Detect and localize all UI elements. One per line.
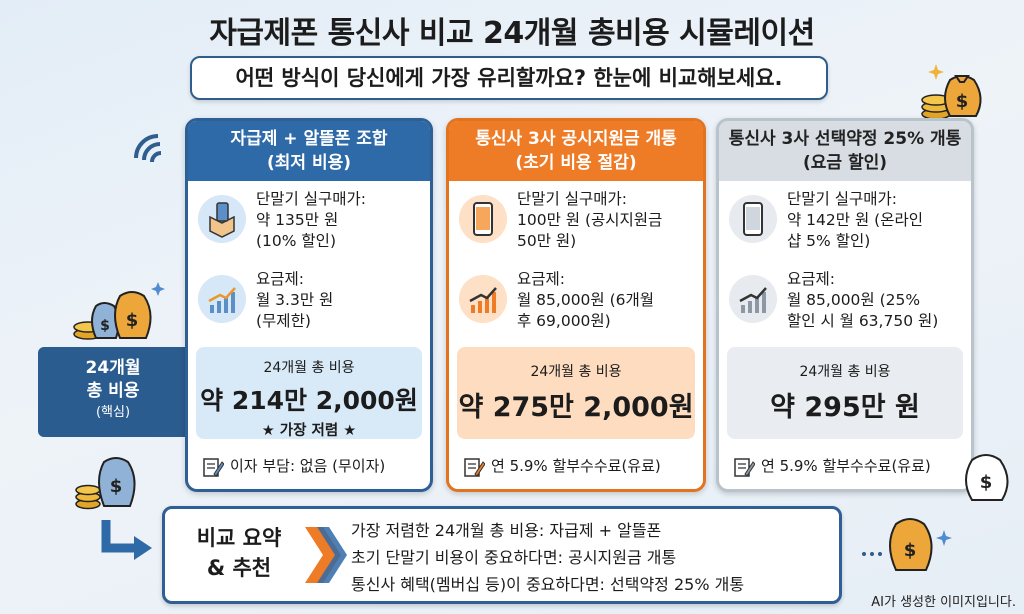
total-cost-box: 24개월 총 비용 약 214만 2,000원 ★ 가장 저렴 ★	[196, 347, 422, 439]
card-subtitle: (초기 비용 절감)	[515, 153, 637, 173]
price-line2: (10% 할인)	[256, 232, 336, 250]
svg-text:$: $	[904, 540, 917, 561]
plan-line2: 후 69,000원)	[517, 312, 611, 330]
device-price-row: 단말기 실구매가: 약 142만 원 (온라인 샵 5% 할인)	[719, 181, 971, 261]
plan-line2: 할인 시 월 63,750 원)	[787, 312, 939, 330]
summary-lines: 가장 저렴한 24개월 총 비용: 자급제 + 알뜰폰 초기 단말기 비용이 중…	[351, 517, 744, 598]
card-title: 자급제 + 알뜰폰 조합	[230, 129, 388, 149]
card-subtitle: (요금 할인)	[802, 153, 888, 173]
total-cost-box: 24개월 총 비용 약 275만 2,000원	[457, 347, 695, 439]
chart-up-icon	[729, 275, 777, 323]
card-title: 통신사 3사 선택약정 25% 개통	[728, 129, 962, 149]
device-price-row: 단말기 실구매가: 100만 원 (공시지원금 50만 원)	[449, 181, 703, 261]
plan-label: 요금제:	[256, 270, 305, 288]
plan-card-selfbuy-mvno: 자급제 + 알뜰폰 조합 (최저 비용) 단말기 실구매가: 약 135만 원 …	[185, 118, 433, 492]
plan-row: 요금제: 월 85,000원 (25% 할인 시 월 63,750 원)	[719, 261, 971, 341]
smartphone-icon	[729, 195, 777, 243]
card-subtitle: (최저 비용)	[266, 153, 352, 173]
money-bag-icon: $	[862, 518, 952, 571]
plan-row: 요금제: 월 85,000원 (6개월 후 69,000원)	[449, 261, 703, 341]
arrow-icon	[101, 520, 152, 560]
side-label-line3: (핵심)	[95, 405, 131, 420]
sparkle-icon	[928, 64, 944, 80]
ai-generated-caption: AI가 생성한 이미지입니다.	[871, 595, 1016, 610]
price-line1: 100만 원 (공시지원금	[517, 211, 663, 229]
plan-row: 요금제: 월 3.3만 원 (무제한)	[188, 261, 430, 341]
note-text: 연 5.9% 할부수수료(유료)	[761, 457, 931, 475]
side-label-line2: 총 비용	[86, 381, 140, 401]
card-header: 통신사 3사 선택약정 25% 개통 (요금 할인)	[719, 121, 971, 181]
price-line2: 50만 원)	[517, 232, 577, 250]
interest-note: 이자 부담: 없음 (무이자)	[188, 451, 430, 481]
plan-line1: 월 85,000원 (6개월	[517, 291, 655, 309]
interest-note: 연 5.9% 할부수수료(유료)	[449, 451, 703, 481]
cheapest-tag: ★ 가장 저렴 ★	[261, 423, 357, 439]
plan-label: 요금제:	[787, 270, 836, 288]
device-price-row: 단말기 실구매가: 약 135만 원 (10% 할인)	[188, 181, 430, 261]
summary-heading-line1: 비교 요약	[196, 526, 282, 550]
summary-recommendation-box: 비교 요약 & 추천 가장 저렴한 24개월 총 비용: 자급제 + 알뜰폰 초…	[162, 506, 842, 604]
plan-line1: 월 85,000원 (25%	[787, 291, 921, 309]
money-bag-icon: $ $	[73, 282, 165, 340]
memo-pencil-icon	[734, 457, 755, 477]
summary-heading-line2: & 추천	[206, 556, 272, 580]
chevron-icon	[305, 527, 347, 583]
price-label: 단말기 실구매가:	[517, 190, 627, 208]
total-cost-side-label: 24개월 총 비용 (핵심)	[38, 347, 188, 437]
page-title: 자급제폰 통신사 비교 24개월 총비용 시뮬레이션	[209, 16, 815, 51]
price-label: 단말기 실구매가:	[256, 190, 366, 208]
plan-line1: 월 3.3만 원	[256, 291, 334, 309]
chart-up-icon	[198, 275, 246, 323]
interest-note: 연 5.9% 할부수수료(유료)	[719, 451, 971, 481]
card-header: 통신사 3사 공시지원금 개통 (초기 비용 절감)	[449, 121, 703, 181]
summary-line: 초기 단말기 비용이 중요하다면: 공시지원금 개통	[351, 548, 677, 567]
price-label: 단말기 실구매가:	[787, 190, 897, 208]
price-line1: 약 135만 원	[256, 211, 339, 229]
money-bag-icon: $	[75, 457, 136, 510]
summary-line: 가장 저렴한 24개월 총 비용: 자급제 + 알뜰폰	[351, 521, 662, 540]
total-value: 약 275만 2,000원	[458, 392, 694, 423]
money-bag-icon: $	[965, 454, 1009, 501]
total-label: 24개월 총 비용	[799, 364, 891, 380]
phone-box-icon	[198, 195, 246, 243]
plan-card-selective-contract: 통신사 3사 선택약정 25% 개통 (요금 할인) 단말기 실구매가: 약 1…	[716, 118, 974, 492]
svg-text:$: $	[980, 472, 993, 493]
side-label-line1: 24개월	[85, 358, 141, 378]
total-label: 24개월 총 비용	[530, 364, 622, 380]
plan-line2: (무제한)	[256, 312, 311, 330]
chart-up-icon	[459, 275, 507, 323]
smartphone-icon	[459, 195, 507, 243]
svg-text:$: $	[126, 310, 139, 331]
svg-text:$: $	[100, 318, 110, 334]
note-text: 연 5.9% 할부수수료(유료)	[491, 457, 661, 475]
subtitle-banner: 어떤 방식이 당신에게 가장 유리할까요? 한눈에 비교해보세요.	[190, 56, 828, 100]
total-label: 24개월 총 비용	[263, 360, 355, 376]
money-bag-icon: $	[921, 75, 982, 120]
summary-heading: 비교 요약 & 추천	[179, 523, 299, 583]
summary-line: 통신사 혜택(멤버십 등)이 중요하다면: 선택약정 25% 개통	[351, 575, 745, 594]
svg-text:$: $	[956, 91, 969, 112]
card-title: 통신사 3사 공시지원금 개통	[475, 129, 677, 149]
plan-card-carrier-subsidy: 통신사 3사 공시지원금 개통 (초기 비용 절감) 단말기 실구매가: 100…	[446, 118, 706, 492]
price-line1: 약 142만 원 (온라인	[787, 211, 923, 229]
memo-pencil-icon	[464, 457, 485, 477]
total-value: 약 214만 2,000원	[200, 386, 418, 415]
note-text: 이자 부담: 없음 (무이자)	[230, 457, 386, 475]
price-line2: 샵 5% 할인)	[787, 232, 871, 250]
wifi-icon	[134, 134, 162, 163]
memo-pencil-icon	[203, 457, 224, 477]
svg-text:$: $	[110, 476, 123, 497]
total-cost-box: 24개월 총 비용 약 295만 원	[727, 347, 963, 439]
plan-label: 요금제:	[517, 270, 566, 288]
card-header: 자급제 + 알뜰폰 조합 (최저 비용)	[188, 121, 430, 181]
total-value: 약 295만 원	[770, 392, 920, 423]
